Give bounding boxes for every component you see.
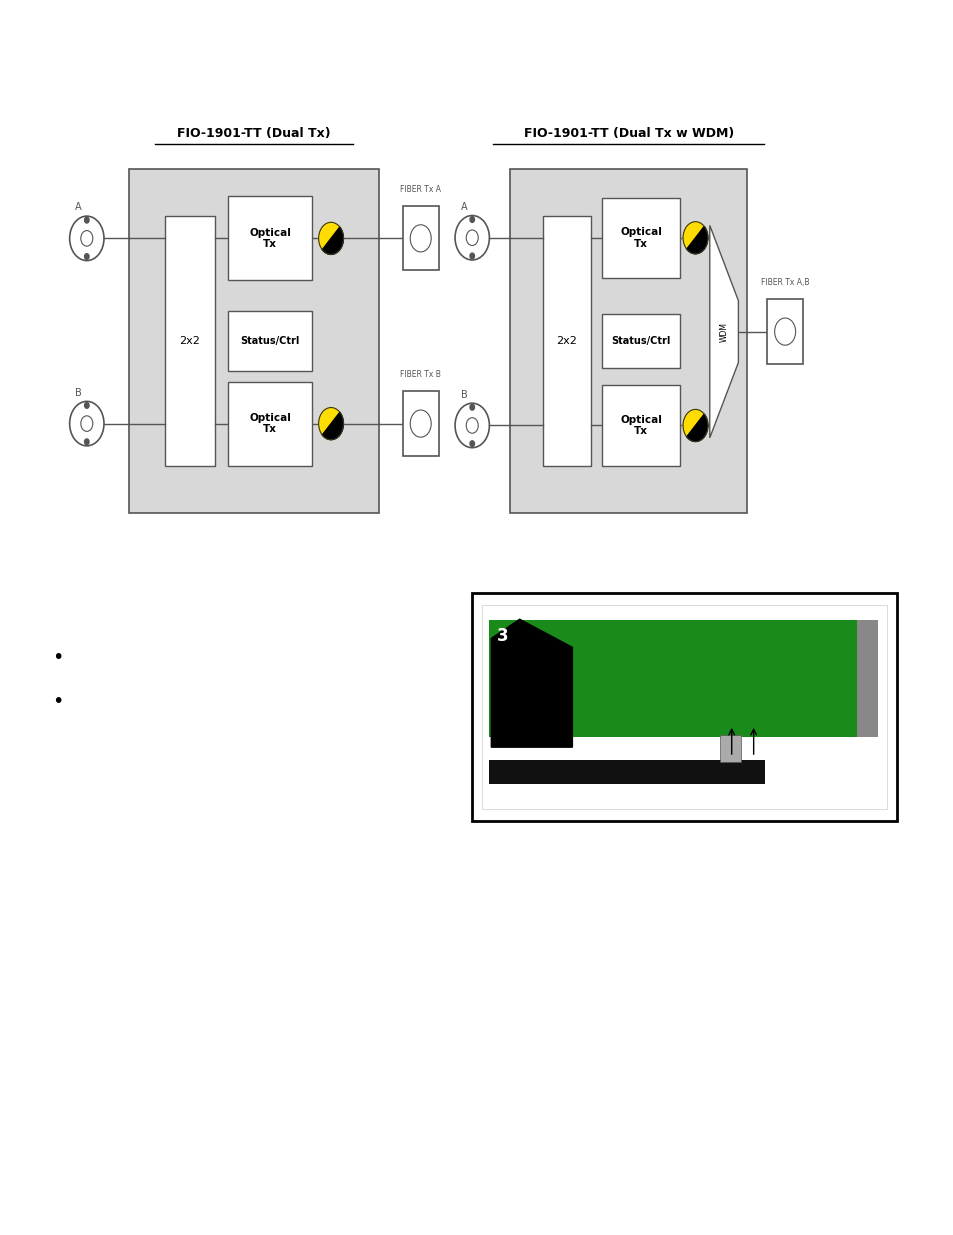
Bar	[129, 169, 378, 513]
Bar	[601, 385, 679, 466]
Text: Optical
Tx: Optical Tx	[619, 415, 661, 436]
Bar	[766, 300, 802, 363]
Bar	[165, 216, 214, 466]
Wedge shape	[686, 414, 707, 442]
Bar	[228, 196, 312, 280]
Text: A: A	[460, 201, 467, 212]
Bar	[601, 314, 679, 368]
Bar	[402, 391, 438, 456]
Text: FIBER Tx A: FIBER Tx A	[400, 185, 440, 194]
Polygon shape	[709, 226, 738, 437]
Text: 3: 3	[497, 627, 508, 646]
Circle shape	[470, 253, 474, 259]
Bar	[489, 620, 856, 737]
Polygon shape	[491, 619, 572, 747]
Wedge shape	[322, 227, 343, 254]
Text: A: A	[75, 203, 82, 212]
Bar	[402, 206, 438, 270]
Circle shape	[470, 404, 474, 410]
Bar	[542, 216, 590, 466]
Text: Optical
Tx: Optical Tx	[619, 227, 661, 248]
Text: 2x2: 2x2	[556, 336, 577, 346]
Circle shape	[85, 403, 89, 409]
Bar	[472, 593, 896, 821]
Circle shape	[85, 253, 89, 259]
Bar	[601, 198, 679, 278]
Bar	[720, 735, 740, 762]
Text: Status/Ctrl: Status/Ctrl	[240, 336, 299, 346]
Text: B: B	[460, 389, 467, 400]
Circle shape	[318, 222, 343, 254]
Bar	[856, 620, 877, 737]
Bar	[481, 605, 886, 809]
Text: FIO-1901-TT (Dual Tx w WDM): FIO-1901-TT (Dual Tx w WDM)	[523, 126, 733, 140]
Text: B: B	[75, 388, 82, 398]
Bar	[510, 169, 746, 513]
Circle shape	[470, 216, 474, 222]
Circle shape	[85, 217, 89, 224]
Text: •: •	[52, 648, 64, 667]
Text: 2x2: 2x2	[179, 336, 200, 346]
Bar	[489, 760, 764, 784]
Circle shape	[470, 441, 474, 447]
Text: Optical
Tx: Optical Tx	[249, 412, 291, 435]
Text: FIO-1901-TT (Dual Tx): FIO-1901-TT (Dual Tx)	[176, 126, 331, 140]
Circle shape	[318, 408, 343, 440]
Text: Status/Ctrl: Status/Ctrl	[611, 336, 670, 346]
Bar	[228, 382, 312, 466]
Bar	[228, 311, 312, 370]
Circle shape	[85, 438, 89, 445]
Circle shape	[682, 222, 707, 253]
Text: •: •	[52, 692, 64, 710]
Text: WDM: WDM	[719, 321, 728, 342]
Wedge shape	[686, 226, 707, 254]
Text: FIBER Tx B: FIBER Tx B	[400, 370, 440, 379]
Circle shape	[682, 410, 707, 441]
Wedge shape	[322, 412, 343, 440]
Text: Optical
Tx: Optical Tx	[249, 227, 291, 249]
Text: FIBER Tx A,B: FIBER Tx A,B	[760, 278, 808, 287]
